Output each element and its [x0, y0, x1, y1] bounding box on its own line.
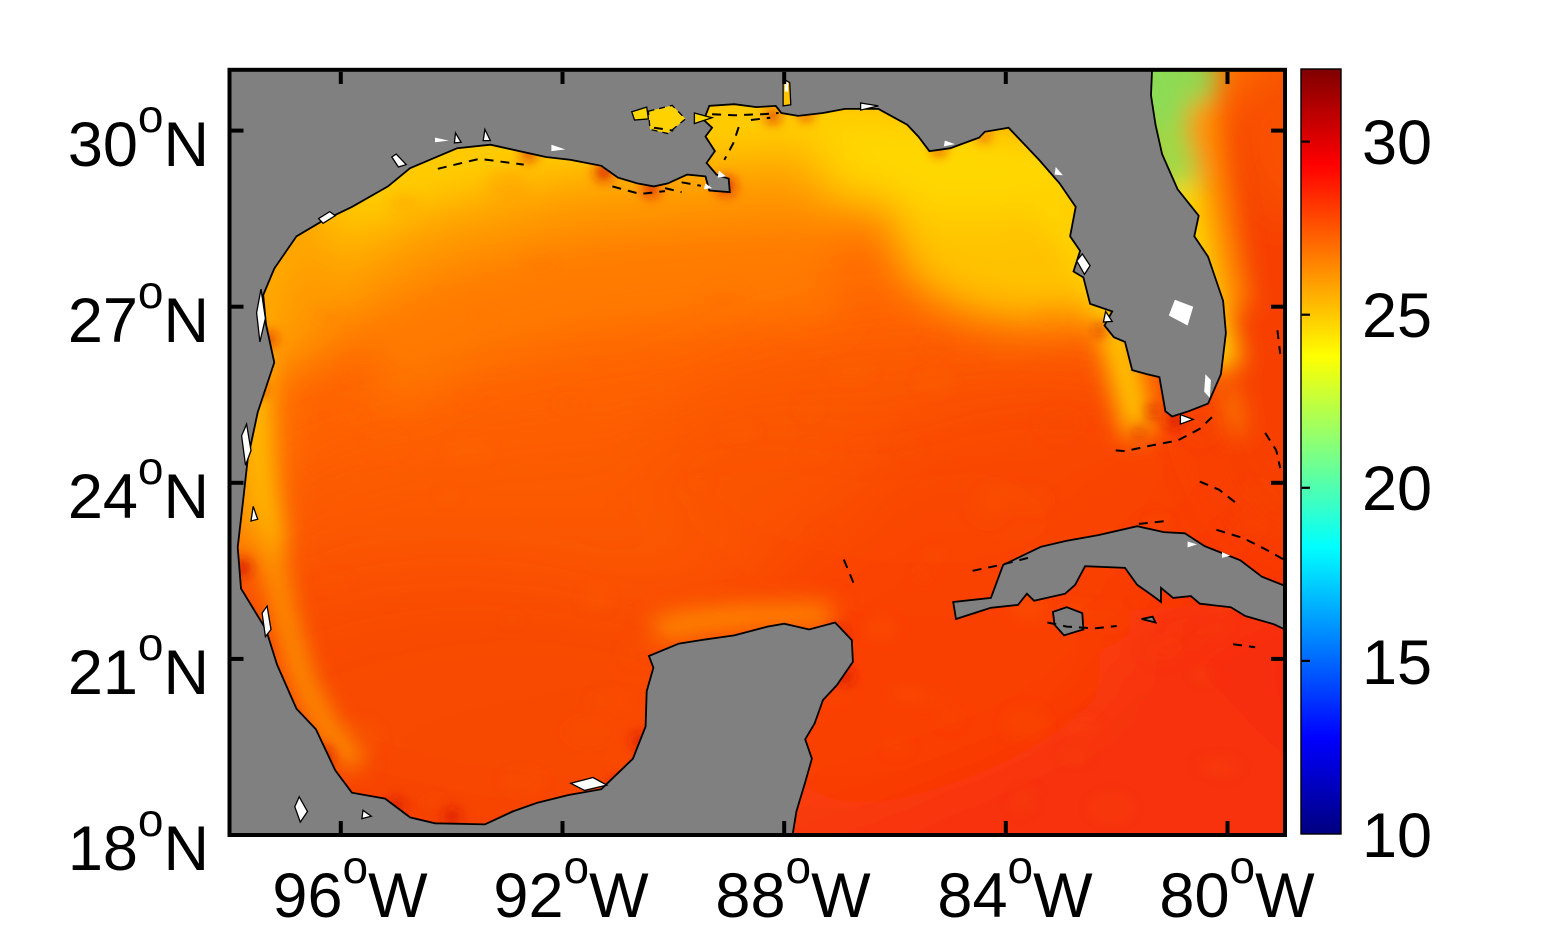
- svg-text:30: 30: [1362, 108, 1432, 178]
- svg-text:15: 15: [1362, 628, 1432, 698]
- svg-text:10: 10: [1362, 801, 1432, 871]
- svg-text:25: 25: [1362, 281, 1432, 351]
- svg-text:20: 20: [1362, 454, 1432, 524]
